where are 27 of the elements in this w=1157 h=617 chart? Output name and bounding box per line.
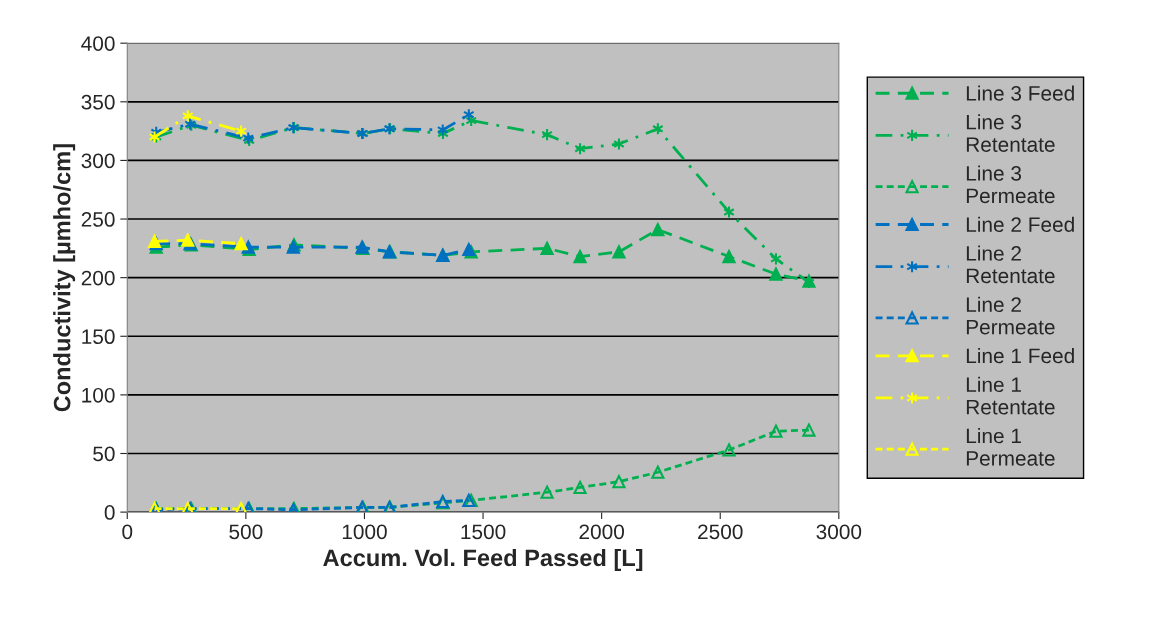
y-axis-title: Conductivity [µmho/cm] bbox=[53, 144, 76, 412]
x-tick-label: 2500 bbox=[698, 524, 743, 540]
legend-label: Line 2 Permeate bbox=[966, 296, 1055, 335]
y-tick-label: 150 bbox=[82, 329, 115, 345]
y-tick-label: 400 bbox=[81, 36, 115, 51]
y-tick-label: 100 bbox=[82, 387, 115, 403]
legend-label: Line 1 Retentate bbox=[966, 376, 1055, 415]
legend-label: Line 3 Permeate bbox=[966, 165, 1055, 204]
x-tick-label: 1000 bbox=[342, 524, 387, 540]
y-tick-label: 350 bbox=[81, 94, 115, 110]
legend-label: Line 1 Permeate bbox=[966, 428, 1055, 466]
legend-label: Line 3 Retentate bbox=[966, 114, 1055, 152]
legend-label: Line 1 Feed bbox=[966, 347, 1074, 364]
y-tick-label: 250 bbox=[81, 212, 115, 227]
legend-label: Line 2 Retentate bbox=[966, 245, 1055, 284]
y-tick-label: 200 bbox=[81, 270, 115, 286]
x-tick-label: 1500 bbox=[461, 524, 506, 540]
x-tick-label: 2000 bbox=[579, 524, 624, 540]
y-tick-label: 50 bbox=[93, 446, 115, 462]
x-tick-label: 500 bbox=[229, 524, 263, 540]
x-tick-label: 3000 bbox=[816, 524, 862, 540]
y-tick-label: 0 bbox=[104, 505, 115, 520]
legend-label: Line 2 Feed bbox=[966, 216, 1074, 233]
x-axis-title: Accum. Vol. Feed Passed [L] bbox=[323, 548, 643, 571]
legend-label: Line 3 Feed bbox=[966, 85, 1074, 101]
x-tick-label: 0 bbox=[122, 524, 133, 540]
y-tick-label: 300 bbox=[81, 153, 115, 169]
